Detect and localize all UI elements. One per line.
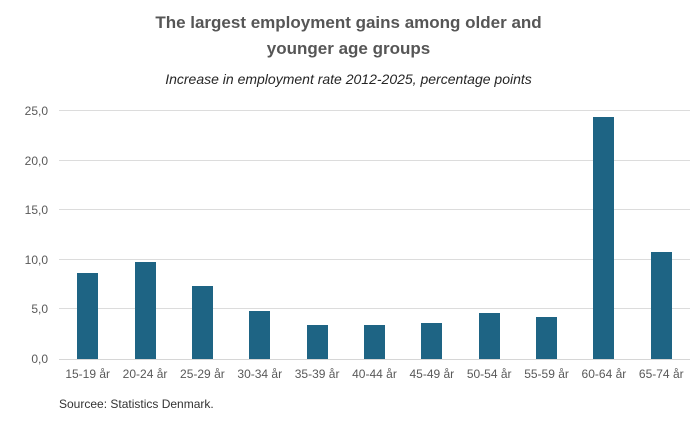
bar-slot: 60-64 år: [575, 111, 632, 381]
y-axis-tick-label: 0,0: [31, 352, 48, 366]
bar-slot: 55-59 år: [518, 111, 575, 381]
bar-60-64-år: [593, 116, 615, 359]
bar-slot: 20-24 år: [116, 111, 173, 381]
bar-slot: 50-54 år: [461, 111, 518, 381]
bar-slot: 45-49 år: [403, 111, 460, 381]
bar-slot: 30-34 år: [231, 111, 288, 381]
bar-55-59-år: [536, 317, 558, 359]
x-axis-tick-label: 25-29 år: [180, 367, 225, 381]
gridline: [59, 110, 690, 111]
bar-40-44-år: [363, 325, 385, 359]
x-axis-tick-label: 30-34 år: [237, 367, 283, 381]
bar-25-29-år: [191, 285, 213, 359]
bar-50-54-år: [478, 313, 500, 359]
bar-45-49-år: [421, 323, 443, 359]
bar-65-74-år: [650, 251, 672, 359]
y-axis-tick-label: 15,0: [24, 203, 48, 218]
gridline: [59, 209, 690, 211]
x-axis-tick-label: 40-44 år: [352, 367, 397, 381]
x-axis-tick-label: 60-64 år: [581, 367, 627, 381]
x-axis-tick-label: 45-49 år: [409, 367, 455, 381]
chart-subtitle: Increase in employment rate 2012-2025, p…: [165, 71, 532, 87]
bar-30-34-år: [249, 311, 271, 359]
y-axis-tick-label: 10,0: [24, 252, 48, 267]
chart-title-line1: The largest employment gains among older…: [155, 13, 542, 32]
bars-row: 15-19 år 20-24 år 25-29 år 30-34 år 35-39 år…: [59, 111, 690, 381]
y-axis-tick-label: 20,0: [24, 153, 48, 168]
y-axis-tick-label: 25,0: [24, 104, 48, 118]
x-axis-tick-label: 20-24 år: [122, 367, 168, 381]
bar-35-39-år: [306, 325, 328, 359]
gridline: [59, 258, 690, 260]
x-axis-tick-label: 35-39 år: [294, 367, 340, 381]
source-note: Sourcee: Statistics Denmark.: [59, 397, 214, 411]
bar-slot: 35-39 år: [288, 111, 345, 381]
bar-15-19-år: [77, 272, 99, 359]
bar-20-24-år: [134, 261, 156, 359]
gridline: [59, 308, 690, 310]
bar-slot: 15-19 år: [59, 111, 116, 381]
chart-title: The largest employment gains among older…: [0, 10, 697, 62]
x-axis-tick-label: 55-59 år: [524, 367, 569, 381]
bar-slot: 40-44 år: [346, 111, 403, 381]
plot-area: 0,0 5,0 10,0 15,0 20,0 25,0 15-19 år 20-24 år 25…: [25, 104, 690, 381]
x-axis-tick-label: 50-54 år: [466, 367, 512, 381]
x-axis-tick-label: 65-74 år: [638, 367, 684, 381]
chart-title-line2: younger age groups: [266, 39, 431, 58]
x-axis-tick-label: 15-19 år: [65, 367, 111, 381]
bar-slot: 25-29 år: [174, 111, 231, 381]
y-axis-tick-label: 5,0: [31, 302, 48, 317]
bar-slot: 65-74 år: [633, 111, 690, 381]
gridline: [59, 159, 690, 161]
